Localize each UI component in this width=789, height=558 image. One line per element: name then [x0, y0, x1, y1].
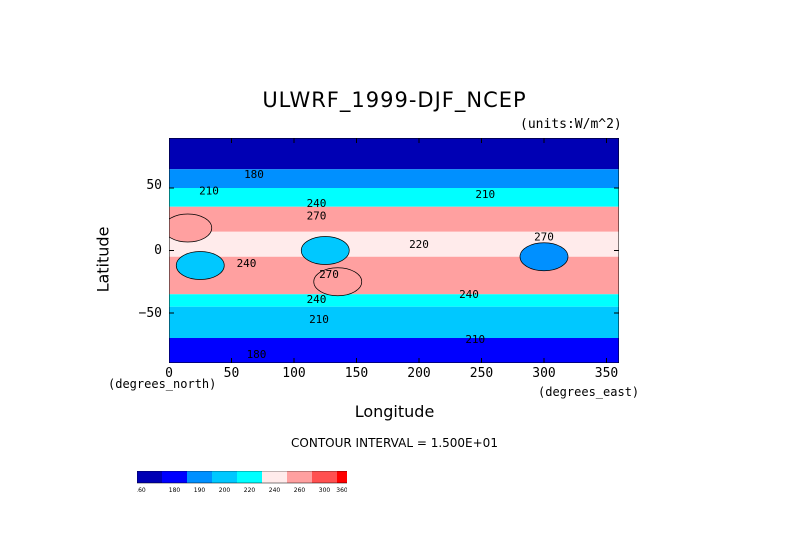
heatmap-feature [313, 267, 363, 297]
heatmap-band [169, 188, 619, 207]
x-tick-label: 50 [223, 366, 240, 381]
colorbar-swatch [337, 471, 347, 483]
heatmap-feature [300, 236, 350, 265]
x-tick-label: 0 [165, 366, 173, 381]
contour-label: 240 [307, 197, 327, 210]
colorbar-tick-label: 200 [219, 487, 231, 494]
contour-label: 240 [459, 288, 479, 301]
x-tick-label: 250 [469, 366, 494, 381]
y-tick-label: 50 [146, 178, 162, 193]
colorbar-tick-label: 260 [294, 487, 306, 494]
contour-label: 210 [199, 184, 219, 197]
y-axis-label: Latitude [93, 226, 113, 293]
heatmap-feature [519, 242, 569, 272]
heatmap-band [169, 338, 619, 363]
contour-label: 270 [534, 231, 554, 244]
units-label: (units:W/m^2) [520, 117, 622, 132]
x-tick-label: 350 [594, 366, 619, 381]
colorbar-swatch [137, 471, 162, 483]
colorbar-swatch [262, 471, 287, 483]
x-unit-label: (degrees_east) [538, 385, 640, 399]
colorbar-frame [137, 471, 347, 484]
contour-label: 240 [237, 257, 257, 270]
heatmap-band [169, 306, 619, 338]
colorbar: 160 180 190 200 220 240 260 300 360 [137, 471, 347, 494]
contour-label: 240 [307, 293, 327, 306]
x-axis-label: Longitude [354, 402, 435, 421]
contour-label: 210 [309, 313, 329, 326]
contour-label: 220 [409, 238, 429, 251]
heatmap-band [169, 138, 619, 170]
colorbar-tick-label: 160 [137, 487, 146, 494]
x-tick-label: 200 [407, 366, 431, 381]
contour-label: 270 [319, 268, 339, 281]
colorbar-swatch [312, 471, 337, 483]
heatmap-feature [169, 213, 213, 243]
y-tick-label: −50 [138, 306, 162, 321]
chart-title: ULWRF_1999-DJF_NCEP [262, 88, 527, 112]
contour-label: 210 [465, 333, 485, 346]
contour-label: 210 [475, 188, 495, 201]
contour-label: 180 [247, 348, 267, 361]
y-unit-label: (degrees_north) [108, 377, 217, 391]
contour-interval-text: CONTOUR INTERVAL = 1.500E+01 [291, 436, 498, 450]
colorbar-tick-label: 240 [269, 487, 281, 494]
heatmap-plot: 1802102402702402702402101802102202702402… [169, 138, 619, 363]
colorbar-swatch [287, 471, 312, 483]
colorbar-tick-label: 300 [319, 487, 331, 494]
x-tick-label: 150 [344, 366, 369, 381]
contour-label: 270 [307, 209, 327, 222]
colorbar-tick-label: 190 [194, 487, 206, 494]
heatmap-band [169, 206, 619, 232]
colorbar-swatch [187, 471, 212, 483]
colorbar-tick-label: 220 [244, 487, 256, 494]
colorbar-swatch [162, 471, 187, 483]
heatmap-feature [175, 251, 225, 280]
heatmap-band [169, 169, 619, 188]
colorbar-tick-label: 360 [336, 487, 347, 494]
colorbar-tick-label: 180 [169, 487, 181, 494]
x-tick-label: 100 [282, 366, 306, 381]
colorbar-swatch [237, 471, 262, 483]
y-tick-label: 0 [154, 243, 162, 258]
colorbar-swatch [212, 471, 237, 483]
contour-label: 180 [244, 168, 264, 181]
x-tick-label: 300 [532, 366, 556, 381]
heatmap-band [169, 294, 619, 307]
